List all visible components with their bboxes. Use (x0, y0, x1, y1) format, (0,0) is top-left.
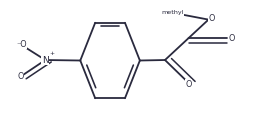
Text: methyl: methyl (161, 10, 183, 15)
Text: O: O (17, 72, 23, 81)
Text: +: + (50, 51, 55, 56)
Text: O: O (185, 80, 192, 89)
Text: ⁻O: ⁻O (16, 40, 27, 49)
Text: N: N (42, 56, 49, 64)
Text: O: O (229, 34, 235, 43)
Text: O: O (208, 15, 215, 23)
